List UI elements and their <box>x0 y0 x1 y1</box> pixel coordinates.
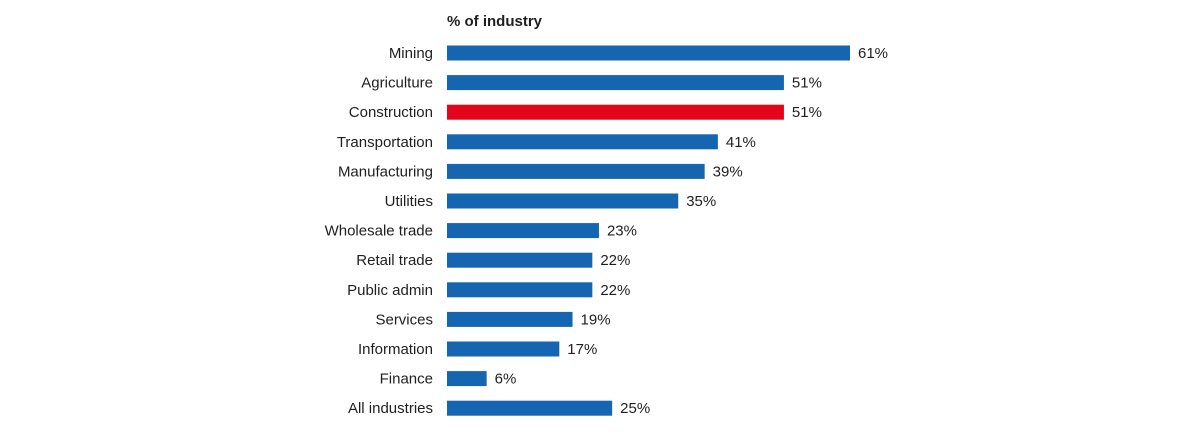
category-label-finance: Finance <box>380 371 433 388</box>
category-label-public-admin: Public admin <box>347 282 433 299</box>
value-label-utilities: 35% <box>686 193 716 210</box>
bar-public-admin <box>447 282 593 298</box>
category-label-manufacturing: Manufacturing <box>338 163 433 180</box>
bar-manufacturing <box>447 163 705 179</box>
bar-wholesale-trade <box>447 223 599 239</box>
value-label-mining: 61% <box>858 45 888 62</box>
category-label-transportation: Transportation <box>337 134 433 151</box>
value-label-information: 17% <box>567 341 597 358</box>
value-label-manufacturing: 39% <box>713 163 743 180</box>
value-label-retail-trade: 22% <box>600 252 630 269</box>
value-label-transportation: 41% <box>726 134 756 151</box>
bar-agriculture <box>447 75 784 91</box>
bar-information <box>447 341 560 357</box>
bar-services <box>447 311 573 327</box>
category-label-information: Information <box>358 341 433 358</box>
value-label-agriculture: 51% <box>792 75 822 92</box>
bar-transportation <box>447 134 718 150</box>
value-label-finance: 6% <box>495 371 517 388</box>
category-label-retail-trade: Retail trade <box>356 252 433 269</box>
category-label-agriculture: Agriculture <box>361 75 433 92</box>
value-label-public-admin: 22% <box>600 282 630 299</box>
bar-all-industries <box>447 400 613 416</box>
category-label-utilities: Utilities <box>385 193 433 210</box>
value-label-services: 19% <box>581 311 611 328</box>
value-label-all-industries: 25% <box>620 400 650 417</box>
category-label-wholesale-trade: Wholesale trade <box>325 223 433 240</box>
category-label-all-industries: All industries <box>348 400 433 417</box>
category-label-mining: Mining <box>389 45 433 62</box>
bar-retail-trade <box>447 252 593 268</box>
bar-construction <box>447 104 784 120</box>
category-label-construction: Construction <box>349 104 433 121</box>
value-label-construction: 51% <box>792 104 822 121</box>
bar-mining <box>447 45 850 61</box>
chart-title: % of industry <box>447 13 543 30</box>
bar-finance <box>447 371 487 387</box>
bars-group: Mining 61% Agriculture 51% Construction 51% Tr… <box>325 45 888 417</box>
category-label-services: Services <box>375 311 433 328</box>
bar-utilities <box>447 193 679 209</box>
value-label-wholesale-trade: 23% <box>607 223 637 240</box>
